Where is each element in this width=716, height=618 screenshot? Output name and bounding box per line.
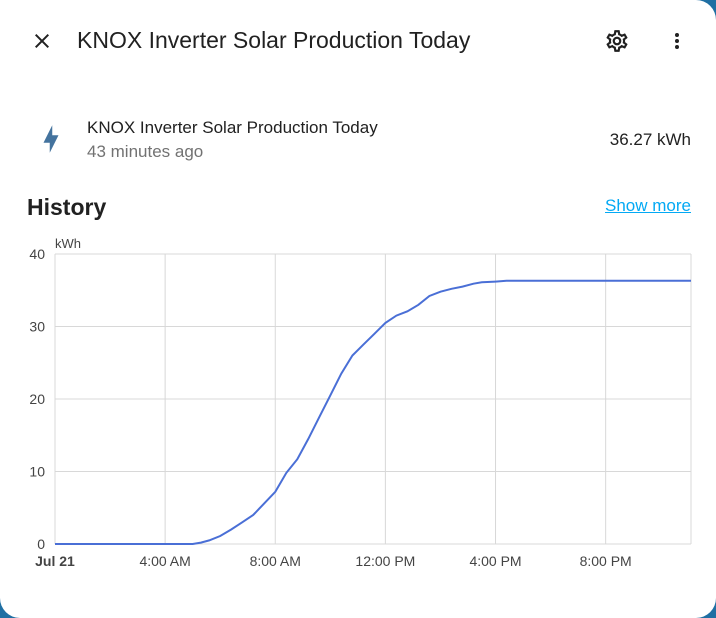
y-axis-unit-label: kWh: [55, 236, 81, 251]
y-tick-label: 10: [29, 464, 45, 480]
history-heading: History: [27, 194, 107, 220]
entity-state-value: 36.27 kWh: [609, 130, 691, 149]
x-tick-label: Jul 21: [35, 553, 75, 569]
entity-state-row: KNOX Inverter Solar Production Today 43 …: [0, 108, 716, 168]
series-line: [55, 279, 691, 545]
entity-last-changed: 43 minutes ago: [87, 142, 204, 161]
x-axis-ticks: Jul 21 4:00 AM 8:00 AM 12:00 PM 4:00 PM 8:00 …: [35, 553, 632, 569]
dialog-title: KNOX Inverter Solar Production Today: [77, 27, 471, 53]
y-tick-label: 40: [29, 246, 45, 262]
y-tick-label: 0: [37, 536, 45, 552]
x-tick-label: 8:00 AM: [250, 553, 301, 569]
more-vert-icon: [675, 33, 679, 49]
entity-name: KNOX Inverter Solar Production Today: [87, 118, 378, 137]
x-tick-label: 12:00 PM: [355, 553, 415, 569]
flash-icon: [43, 125, 59, 153]
y-tick-label: 20: [29, 391, 45, 407]
history-chart[interactable]: 0 10 20 30 40 Jul 21 4:00 AM 8:00 AM 12:00 PM 4:…: [0, 228, 716, 578]
y-axis-ticks: 0 10 20 30 40: [29, 246, 45, 552]
close-icon: [35, 34, 49, 48]
y-tick-label: 30: [29, 319, 45, 335]
x-tick-label: 8:00 PM: [580, 553, 632, 569]
chart-grid: [54, 253, 692, 545]
x-tick-label: 4:00 PM: [469, 553, 521, 569]
x-tick-label: 4:00 AM: [139, 553, 190, 569]
more-options-button[interactable]: [657, 21, 697, 61]
show-more-link[interactable]: Show more: [605, 196, 691, 215]
gear-icon: [606, 30, 628, 52]
close-button[interactable]: [22, 21, 62, 61]
settings-button[interactable]: [597, 21, 637, 61]
dialog-header: KNOX Inverter Solar Production Today: [0, 0, 716, 80]
